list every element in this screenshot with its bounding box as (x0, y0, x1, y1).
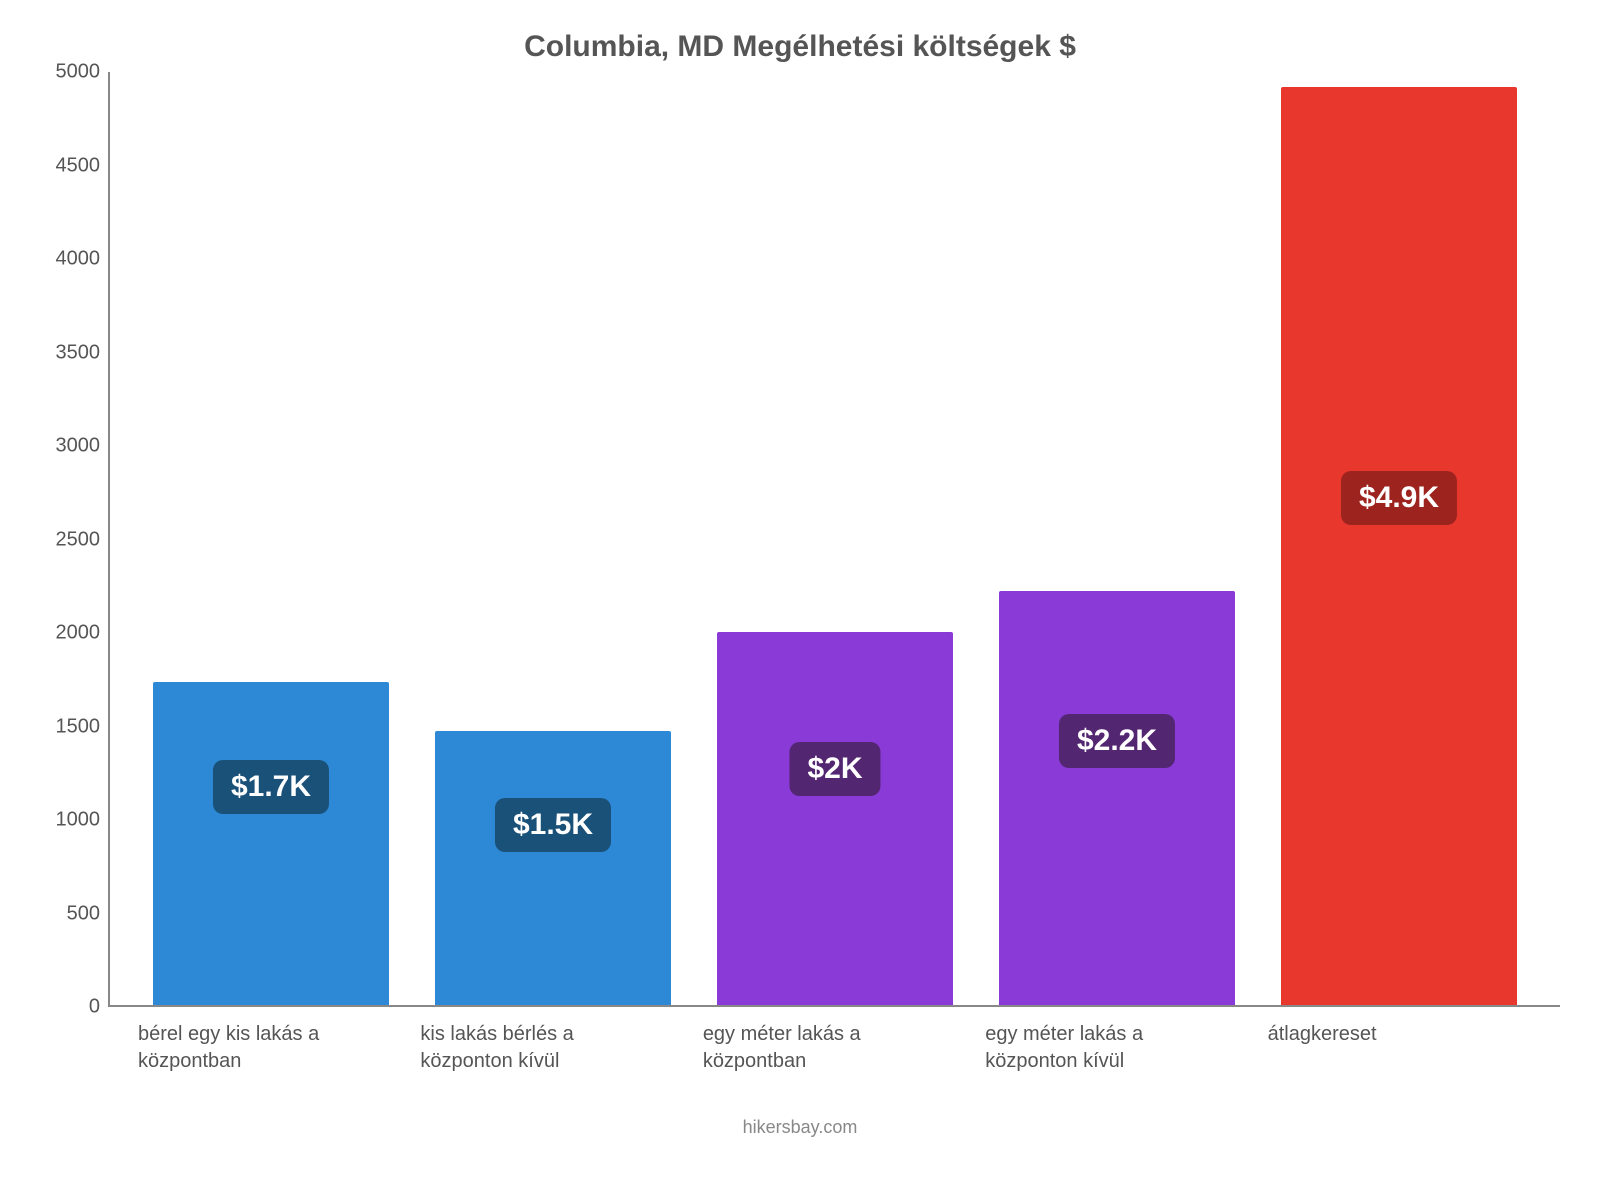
x-axis-label: bérel egy kis lakás a központban (138, 1021, 328, 1075)
bars-row: $1.7K $1.5K $2K $2.2K $4.9K (110, 72, 1560, 1005)
plot-area: $1.7K $1.5K $2K $2.2K $4.9K (108, 72, 1560, 1007)
bar-slot: $1.5K (412, 72, 694, 1005)
y-tick-label: 4500 (40, 154, 100, 177)
y-tick-label: 2000 (40, 622, 100, 645)
x-label-slot: átlagkereset (1258, 1007, 1540, 1075)
x-axis: bérel egy kis lakás a központban kis laká… (108, 1007, 1560, 1075)
bar-slot: $2K (694, 72, 976, 1005)
x-axis-label: egy méter lakás a központban (703, 1021, 893, 1075)
x-axis-label: egy méter lakás a központon kívül (985, 1021, 1175, 1075)
x-axis-label: átlagkereset (1268, 1021, 1458, 1048)
y-axis: 0500100015002000250030003500400045005000 (40, 72, 108, 1007)
bar-value-badge: $2K (789, 742, 880, 796)
bar: $2.2K (999, 591, 1236, 1005)
x-label-slot: bérel egy kis lakás a központban (128, 1007, 410, 1075)
bar-value-badge: $4.9K (1341, 471, 1457, 525)
plot-outer: 0500100015002000250030003500400045005000… (40, 72, 1560, 1007)
y-tick-label: 3000 (40, 435, 100, 458)
y-tick-label: 3500 (40, 341, 100, 364)
bar-value-badge: $1.7K (213, 760, 329, 814)
bar-slot: $1.7K (130, 72, 412, 1005)
bar: $2K (717, 632, 954, 1005)
bar: $1.7K (153, 682, 390, 1005)
bar-slot: $2.2K (976, 72, 1258, 1005)
y-tick-label: 4000 (40, 248, 100, 271)
x-label-slot: egy méter lakás a központban (693, 1007, 975, 1075)
x-label-slot: kis lakás bérlés a központon kívül (410, 1007, 692, 1075)
bar-value-badge: $1.5K (495, 798, 611, 852)
y-tick-label: 5000 (40, 61, 100, 84)
chart-footer: hikersbay.com (40, 1117, 1560, 1138)
chart-container: Columbia, MD Megélhetési költségek $ 0 50… (0, 0, 1600, 1200)
bar-value-badge: $2.2K (1059, 714, 1175, 768)
y-tick-label: 500 (40, 902, 100, 925)
y-tick-label: 2500 (40, 528, 100, 551)
y-tick-label: 0 (40, 996, 100, 1019)
bar-slot: $4.9K (1258, 72, 1540, 1005)
x-label-slot: egy méter lakás a központon kívül (975, 1007, 1257, 1075)
x-axis-label: kis lakás bérlés a központon kívül (420, 1021, 610, 1075)
bar: $4.9K (1281, 87, 1518, 1005)
y-tick-label: 1000 (40, 809, 100, 832)
y-tick-label: 1500 (40, 715, 100, 738)
bar: $1.5K (435, 731, 672, 1005)
chart-title: Columbia, MD Megélhetési költségek $ (40, 30, 1560, 64)
